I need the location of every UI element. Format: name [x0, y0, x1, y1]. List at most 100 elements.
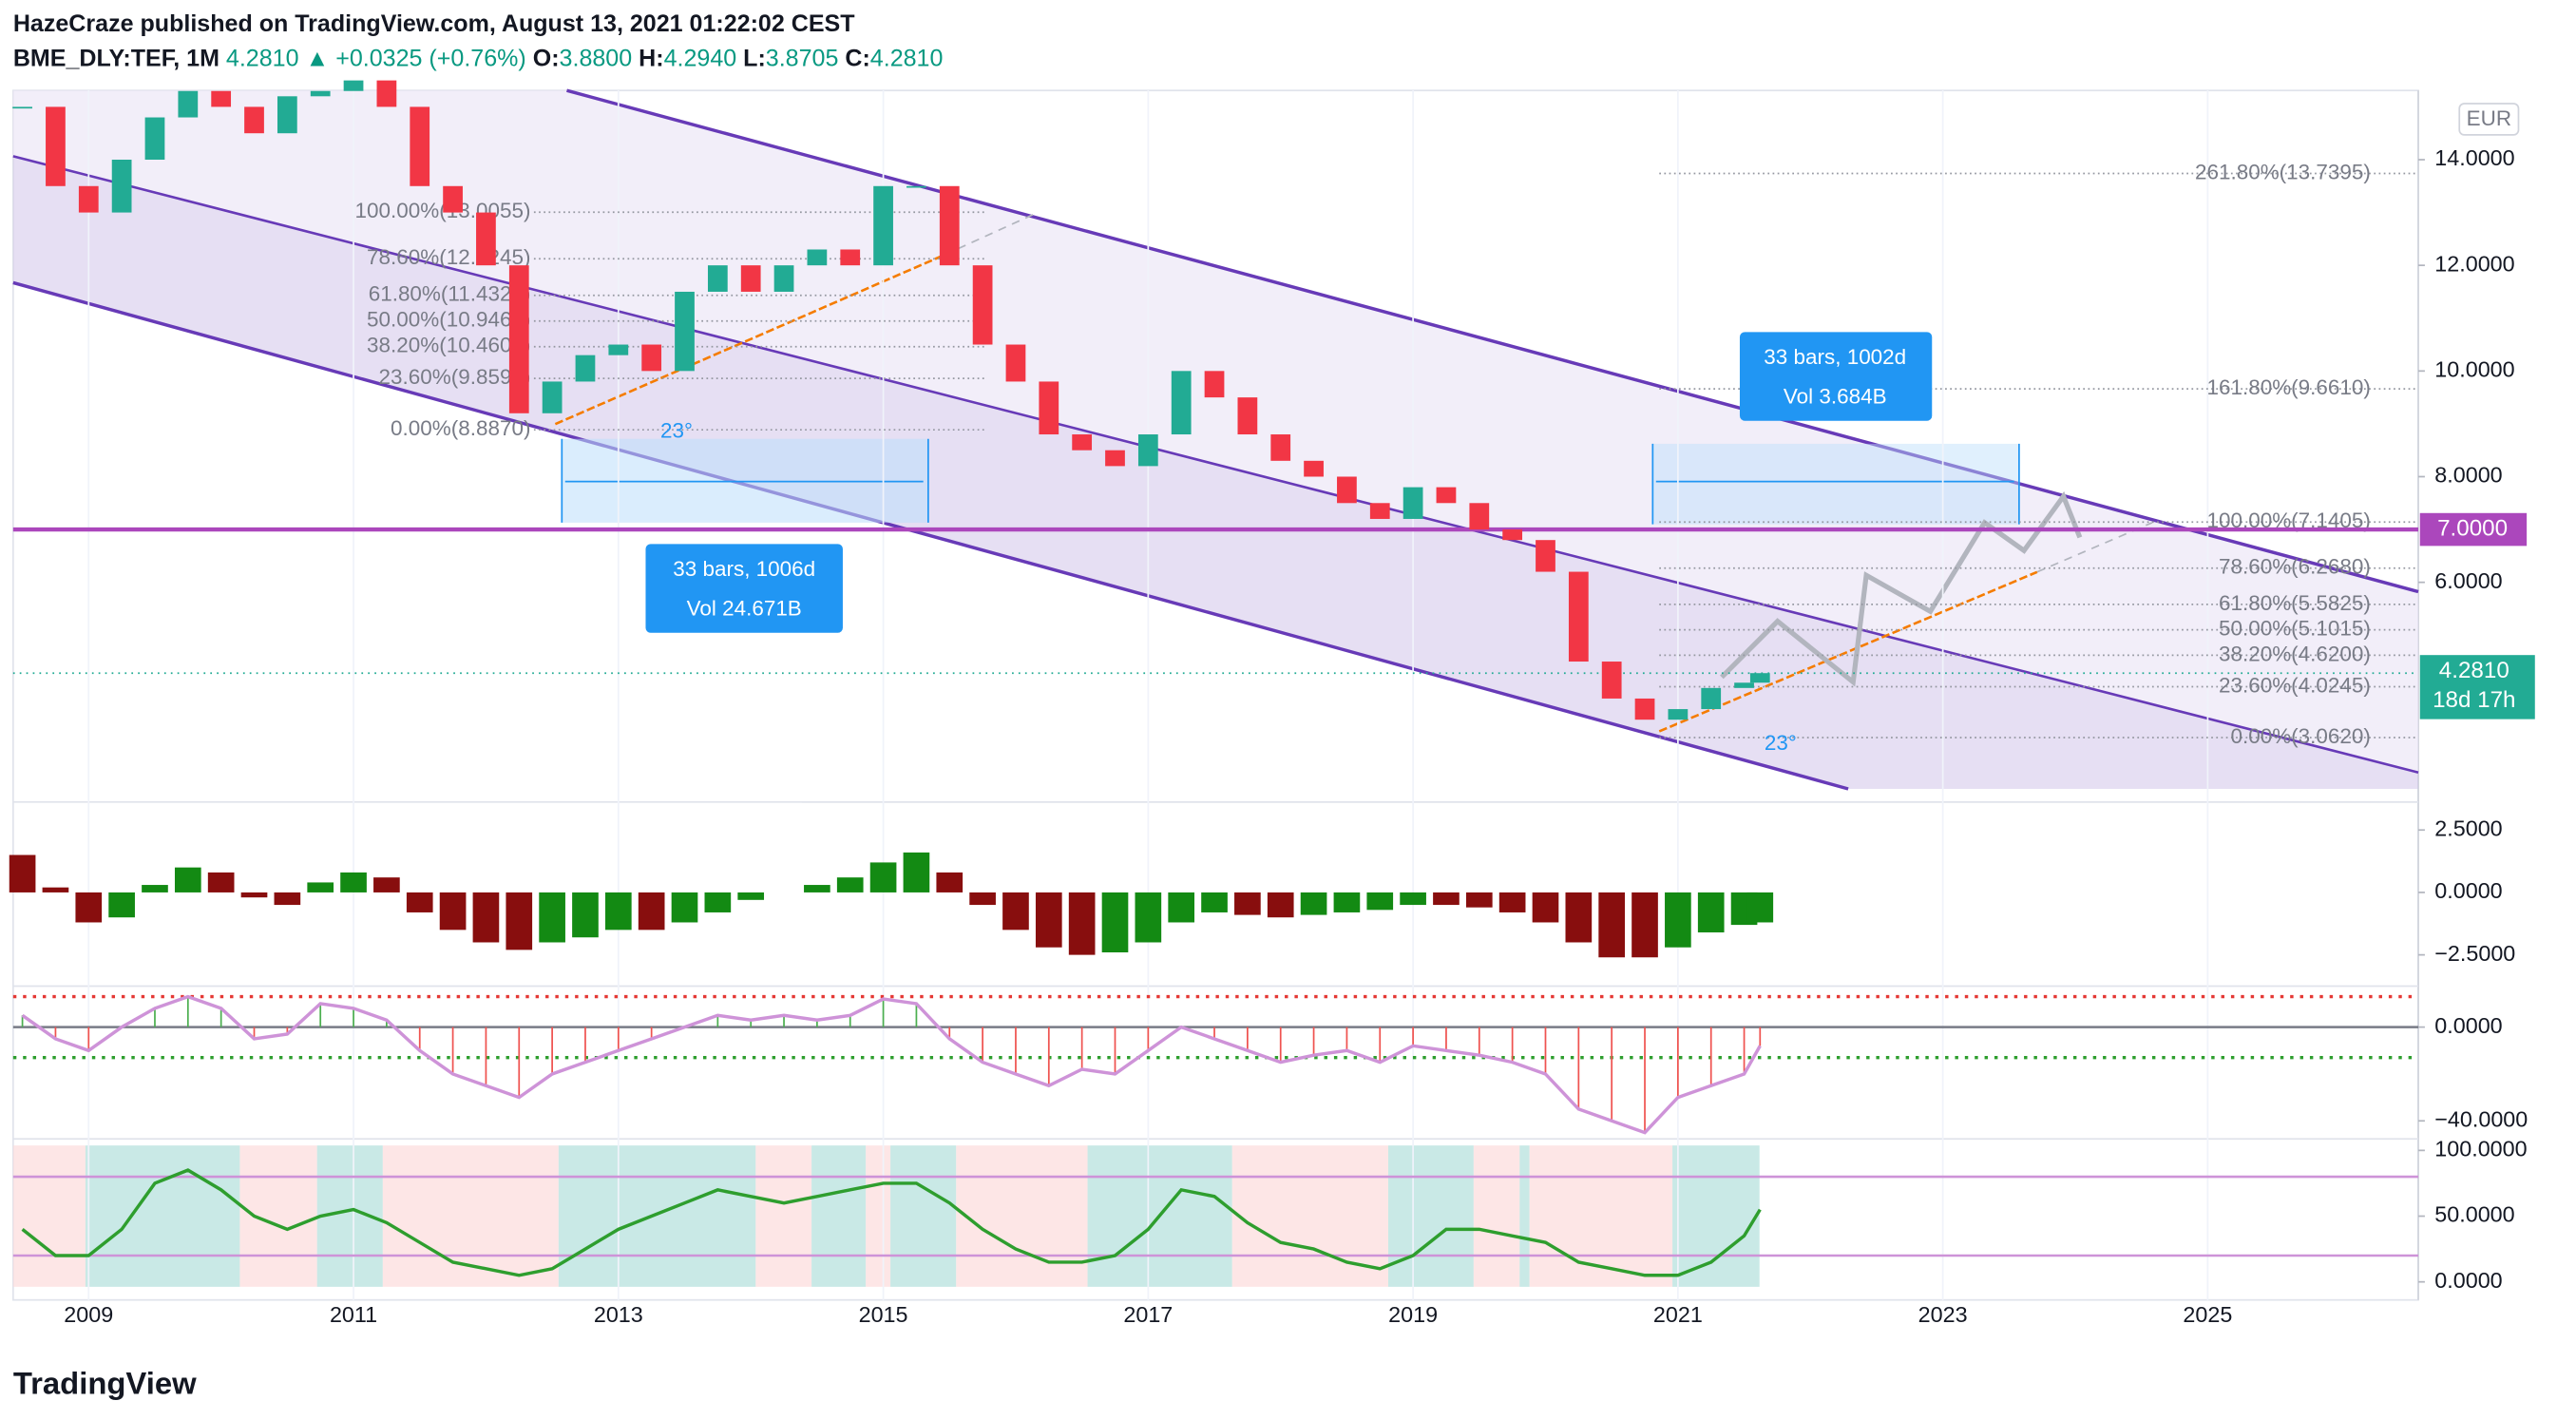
- stoch-zone: [1529, 1145, 1673, 1287]
- candle: [277, 96, 297, 134]
- h-label: H:: [639, 45, 663, 71]
- trend-extension: [944, 213, 1036, 256]
- fib-label: 78.60%(12.1245): [367, 245, 530, 269]
- macd-bar: [671, 892, 698, 923]
- candle: [575, 355, 596, 382]
- fib-label: 23.60%(4.0245): [2219, 673, 2371, 697]
- c-label: C:: [845, 45, 869, 71]
- candle: [1105, 450, 1125, 467]
- logo: TradingView: [13, 1365, 197, 1400]
- candle: [1005, 344, 1026, 382]
- macd-bar: [1498, 892, 1526, 912]
- o-label: O:: [533, 45, 560, 71]
- fib-label: 161.80%(9.6610): [2206, 375, 2370, 399]
- y-tick-label: 0.0000: [2434, 878, 2502, 903]
- fib-label: 50.00%(5.1015): [2219, 617, 2371, 641]
- channel-fill-lower: [12, 156, 2419, 789]
- c: 4.2810: [870, 45, 944, 71]
- candle: [773, 265, 794, 292]
- macd-bar: [1101, 892, 1129, 952]
- macd-bar: [1201, 892, 1228, 912]
- candle: [343, 80, 364, 91]
- candle: [1634, 698, 1655, 720]
- angle-label: 23°: [660, 419, 693, 443]
- stoch-background: [12, 1145, 1760, 1287]
- macd-bar: [274, 892, 301, 906]
- macd-bar: [1433, 892, 1460, 906]
- x-tick-label: 2015: [859, 1302, 908, 1327]
- range-label: 33 bars, 1006d: [673, 557, 815, 581]
- currency-box: [2458, 103, 2520, 136]
- macd-bar: [1631, 892, 1658, 958]
- stoch-zone: [956, 1145, 1088, 1287]
- channel-middle: [12, 155, 2419, 774]
- candle: [1734, 682, 1754, 688]
- candle: [1337, 476, 1357, 504]
- l: 3.8705: [766, 45, 839, 71]
- macd-bar: [1135, 892, 1162, 943]
- macd-bar: [1465, 892, 1493, 908]
- x-tick-label: 2021: [1653, 1302, 1703, 1327]
- candle: [178, 90, 199, 118]
- candle: [1469, 503, 1490, 530]
- macd-bar: [340, 872, 367, 892]
- macd-bar: [836, 877, 864, 892]
- symbol-line: BME_DLY:TEF, 1M 4.2810 ▲ +0.0325 (+0.76%…: [13, 45, 944, 71]
- candle: [608, 344, 629, 355]
- candle: [1601, 662, 1622, 699]
- y-tick-label: 50.0000: [2434, 1202, 2514, 1227]
- macd-bar: [1333, 892, 1361, 912]
- macd-bar: [936, 872, 964, 892]
- macd-bar: [108, 892, 135, 918]
- macd-bar: [704, 892, 732, 912]
- candle: [675, 291, 695, 372]
- hline-price-box: [2419, 512, 2528, 547]
- last-price: 4.2810: [2439, 658, 2509, 683]
- macd-bar: [1068, 892, 1096, 955]
- candle: [78, 185, 99, 213]
- candle: [12, 106, 32, 109]
- macd-bar: [1168, 892, 1195, 923]
- macd-bar: [1598, 892, 1626, 958]
- y-tick-label: 6.0000: [2434, 568, 2502, 593]
- candle: [46, 106, 66, 186]
- candle: [1171, 371, 1192, 435]
- x-tick-label: 2025: [2183, 1302, 2232, 1327]
- candle: [1237, 397, 1258, 435]
- macd-bar: [307, 882, 334, 892]
- candle: [310, 90, 331, 97]
- hline-price: 7.0000: [2437, 515, 2508, 541]
- fib-label: 61.80%(11.4325): [369, 282, 531, 306]
- macd-bar: [174, 867, 201, 892]
- candle: [807, 249, 828, 266]
- stoch-zone: [85, 1145, 240, 1287]
- candle: [1072, 434, 1093, 451]
- candle: [1668, 709, 1689, 720]
- stoch-zone: [382, 1145, 559, 1287]
- fib-label: 261.80%(13.7395): [2195, 160, 2371, 183]
- trend-left: [554, 253, 945, 426]
- macd-bar: [572, 892, 599, 938]
- o: 3.8800: [560, 45, 633, 71]
- x-tick-label: 2019: [1388, 1302, 1438, 1327]
- fib-label: 23.60%(9.8590): [379, 365, 531, 389]
- range-label-box: [1739, 332, 1933, 421]
- y-tick-label: 100.0000: [2434, 1137, 2527, 1161]
- macd-bar: [42, 887, 69, 892]
- y-tick-label: 2.5000: [2434, 816, 2502, 840]
- candle: [1204, 371, 1225, 398]
- last: 4.2810: [226, 45, 299, 71]
- stoch-zone: [866, 1145, 891, 1287]
- candle: [1749, 673, 1770, 683]
- candle: [1502, 529, 1523, 541]
- y-tick-label: 10.0000: [2434, 357, 2514, 382]
- stoch-zone: [239, 1145, 317, 1287]
- candle: [542, 381, 563, 413]
- fib-label: 38.20%(10.4605): [367, 334, 530, 357]
- macd-bar: [1697, 892, 1725, 932]
- macd-bar: [1267, 892, 1294, 918]
- candle: [1270, 434, 1291, 461]
- y-tick-label: 12.0000: [2434, 251, 2514, 276]
- macd-bar: [539, 892, 565, 943]
